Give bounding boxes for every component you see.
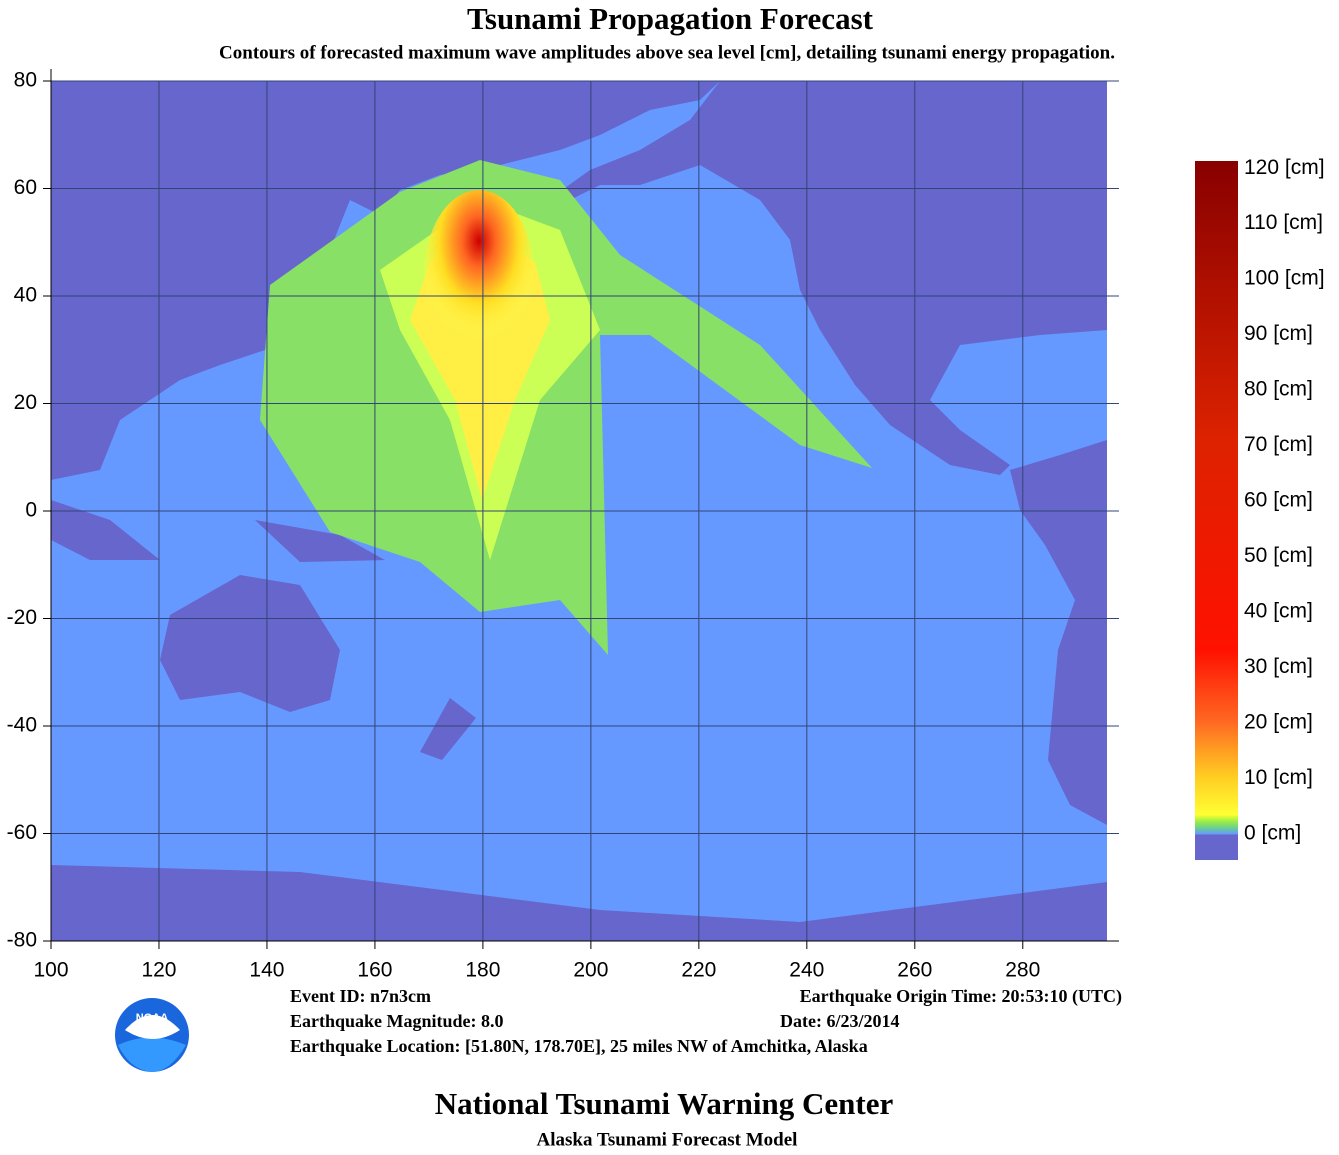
event-date: Date: 6/23/2014 [780, 1011, 899, 1031]
colorbar-label: 0 [cm] [1244, 821, 1301, 844]
colorbar-label: 20 [cm] [1244, 711, 1313, 734]
x-tick-label: 100 [33, 959, 68, 982]
land [51, 81, 1107, 941]
y-tick-label: 60 [14, 176, 37, 199]
axes: 100 120 140 160 180 200 220 240 260 280-80-60-40-… [7, 69, 1325, 982]
logo-bird [125, 1015, 180, 1039]
x-tick-label: 280 [1005, 959, 1040, 982]
x-tick-label: 140 [249, 959, 284, 982]
colorbar [1195, 161, 1238, 860]
y-tick-label: 80 [14, 69, 37, 92]
colorbar-label: 30 [cm] [1244, 655, 1313, 678]
x-tick-label: 160 [357, 959, 392, 982]
colorbar-label: 80 [cm] [1244, 378, 1313, 401]
colorbar-label: 100 [cm] [1244, 267, 1325, 290]
y-tick-label: -20 [7, 606, 37, 629]
y-tick-label: -80 [7, 929, 37, 952]
x-tick-label: 120 [141, 959, 176, 982]
x-tick-label: 220 [681, 959, 716, 982]
x-tick-label: 260 [897, 959, 932, 982]
x-tick-label: 180 [465, 959, 500, 982]
colorbar-label: 10 [cm] [1244, 766, 1313, 789]
event-magnitude: Earthquake Magnitude: 8.0 [290, 1011, 504, 1031]
logo-wave [118, 1037, 186, 1072]
logo-text: NOAA [136, 1012, 168, 1024]
footer-title: National Tsunami Warning Center [435, 1086, 894, 1121]
noaa-logo: NOAA [115, 998, 189, 1072]
colorbar-label: 70 [cm] [1244, 433, 1313, 456]
footer-subtitle: Alaska Tsunami Forecast Model [537, 1129, 798, 1150]
y-tick-label: -60 [7, 821, 37, 844]
event-location: Earthquake Location: [51.80N, 178.70E], … [290, 1036, 868, 1056]
y-tick-label: -40 [7, 714, 37, 737]
colorbar-label: 40 [cm] [1244, 600, 1313, 623]
y-tick-label: 20 [14, 391, 37, 414]
y-tick-label: 0 [25, 499, 37, 522]
colorbar-label: 120 [cm] [1244, 156, 1325, 179]
x-tick-label: 200 [573, 959, 608, 982]
colorbar-label: 110 [cm] [1244, 211, 1323, 234]
event-origin-time: Earthquake Origin Time: 20:53:10 (UTC) [800, 986, 1122, 1007]
x-tick-label: 240 [789, 959, 824, 982]
y-tick-label: 40 [14, 284, 37, 307]
colorbar-label: 90 [cm] [1244, 322, 1313, 345]
subtitle: Contours of forecasted maximum wave ampl… [219, 42, 1115, 63]
title: Tsunami Propagation Forecast [467, 1, 874, 36]
event-id: Event ID: n7n3cm [290, 986, 431, 1006]
colorbar-label: 60 [cm] [1244, 489, 1313, 512]
colorbar-label: 50 [cm] [1244, 544, 1313, 567]
